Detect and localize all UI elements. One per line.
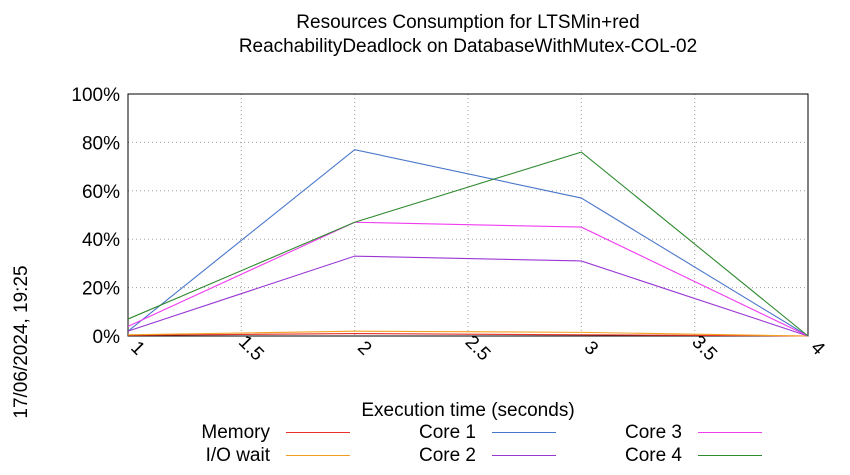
chart-title: Resources Consumption for LTSMin+red (296, 12, 640, 33)
legend-item-core-4: Core 4 (562, 445, 762, 467)
y-tick-label: 60% (82, 182, 120, 203)
legend-label-core-3: Core 3 (624, 422, 682, 443)
y-tick-label: 100% (71, 85, 120, 106)
legend-label-core-4: Core 4 (624, 445, 682, 466)
series-line-i-o-wait (127, 330, 809, 337)
series-line-core-1 (127, 149, 809, 337)
legend-item-core-1: Core 1 (356, 422, 556, 444)
x-axis-label: Execution time (seconds) (361, 400, 575, 421)
legend-item-core-3: Core 3 (562, 422, 762, 444)
x-tick-label: 3 (580, 337, 602, 359)
series-line-core-4 (127, 151, 809, 337)
legend-label-memory: Memory (201, 422, 270, 443)
series-line-memory (127, 333, 809, 337)
x-tick-label: 4 (806, 337, 829, 360)
x-tick-label: 2.5 (461, 332, 495, 366)
legend-swatch-core-1 (492, 432, 556, 433)
y-tick-label: 0% (93, 327, 121, 348)
series-line-core-3 (127, 221, 809, 337)
legend-swatch-io-wait (286, 455, 350, 456)
y-tick-label: 40% (82, 230, 120, 251)
chart-subtitle: ReachabilityDeadlock on DatabaseWithMute… (238, 36, 698, 57)
legend-item-core-2: Core 2 (356, 445, 556, 467)
legend-swatch-core-2 (492, 455, 556, 456)
x-tick-label: 3.5 (687, 332, 721, 366)
x-tick-label: 1.5 (234, 332, 268, 366)
x-tick-label: 1 (126, 337, 148, 359)
legend-label-core-2: Core 2 (418, 445, 476, 466)
y-tick-label: 20% (82, 279, 120, 300)
series-line-core-2 (127, 255, 809, 337)
legend-swatch-core-4 (698, 455, 762, 456)
legend-swatch-memory (286, 432, 350, 433)
plot-frame (127, 93, 809, 337)
legend-label-io-wait: I/O wait (205, 445, 270, 466)
legend-item-io-wait: I/O wait (150, 445, 350, 467)
legend-item-memory: Memory (150, 422, 350, 444)
legend-swatch-core-3 (698, 432, 762, 433)
x-tick-label: 2 (353, 337, 375, 359)
y-tick-label: 80% (82, 133, 120, 154)
legend-label-core-1: Core 1 (418, 422, 476, 443)
timestamp-label: 17/06/2024, 19:25 (11, 265, 32, 419)
